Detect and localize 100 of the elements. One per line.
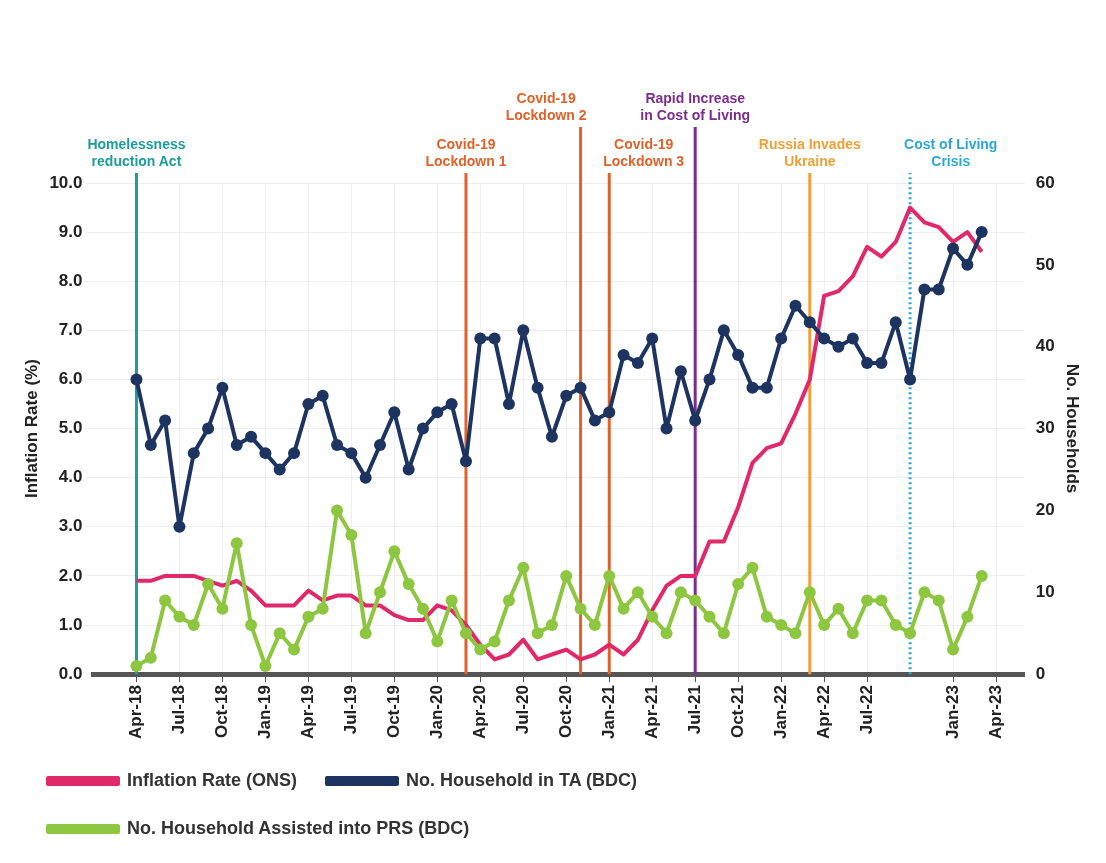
point bbox=[717, 324, 730, 337]
point bbox=[947, 643, 960, 656]
point bbox=[216, 602, 229, 615]
ref-line-label: Rapid Increase in Cost of Living bbox=[640, 89, 751, 123]
point bbox=[445, 398, 458, 411]
point bbox=[631, 586, 644, 599]
point bbox=[588, 414, 601, 427]
point bbox=[861, 357, 874, 370]
x-tick-label: Jan-22 bbox=[770, 685, 790, 740]
y-tick-label: 0.0 bbox=[58, 663, 83, 683]
point bbox=[818, 332, 831, 345]
point bbox=[202, 422, 215, 435]
point bbox=[560, 389, 573, 402]
y2-tick-label: 20 bbox=[1035, 500, 1055, 520]
x-tick-label: Apr-18 bbox=[126, 685, 146, 739]
point bbox=[932, 594, 945, 607]
x-tick-label: Jul-18 bbox=[169, 685, 189, 735]
point bbox=[574, 381, 587, 394]
point bbox=[345, 528, 358, 541]
point bbox=[603, 569, 616, 582]
y-tick-label: 3.0 bbox=[58, 516, 83, 536]
point bbox=[660, 422, 673, 435]
y2-tick-label: 50 bbox=[1035, 254, 1055, 274]
legend-label: Inflation Rate (ONS) bbox=[127, 769, 297, 790]
x-tick-label: Apr-23 bbox=[985, 685, 1005, 739]
x-tick-label: Apr-20 bbox=[469, 685, 489, 739]
x-tick-label: Jan-20 bbox=[427, 685, 446, 740]
point bbox=[488, 332, 501, 345]
point bbox=[875, 594, 888, 607]
point bbox=[374, 438, 387, 451]
y-axis-title: Inflation Rate (%) bbox=[21, 359, 41, 498]
point bbox=[832, 602, 845, 615]
point bbox=[932, 283, 945, 296]
point bbox=[674, 586, 687, 599]
point bbox=[617, 602, 630, 615]
point bbox=[646, 610, 659, 623]
y-tick-label: 1.0 bbox=[58, 614, 83, 634]
point bbox=[775, 619, 788, 632]
point bbox=[545, 430, 558, 443]
point bbox=[302, 610, 315, 623]
point bbox=[173, 520, 186, 533]
point bbox=[130, 659, 143, 672]
point bbox=[846, 627, 859, 640]
ref-line-label: Covid-19 Lockdown 1 bbox=[425, 135, 507, 169]
point bbox=[531, 627, 544, 640]
point bbox=[302, 398, 315, 411]
y-tick-label: 8.0 bbox=[58, 270, 83, 290]
point bbox=[904, 373, 917, 386]
point bbox=[732, 348, 745, 361]
point bbox=[689, 594, 702, 607]
point bbox=[918, 283, 931, 296]
point bbox=[245, 619, 258, 632]
point bbox=[760, 610, 773, 623]
point bbox=[961, 610, 974, 623]
point bbox=[245, 430, 258, 443]
point bbox=[459, 455, 472, 468]
x-tick-label: Jul-21 bbox=[684, 685, 704, 735]
y-tick-label: 6.0 bbox=[58, 369, 83, 389]
point bbox=[703, 610, 716, 623]
y2-tick-label: 30 bbox=[1035, 418, 1055, 438]
y2-tick-label: 0 bbox=[1035, 663, 1046, 683]
point bbox=[474, 643, 487, 656]
y-tick-label: 2.0 bbox=[58, 565, 83, 585]
point bbox=[359, 471, 372, 484]
point bbox=[402, 463, 415, 476]
point bbox=[273, 463, 286, 476]
point bbox=[230, 537, 243, 550]
ref-line-label: Russia Invades Ukraine bbox=[758, 135, 861, 169]
point bbox=[646, 332, 659, 345]
point bbox=[904, 627, 917, 640]
point bbox=[431, 635, 444, 648]
ref-line-label: Homelessness reduction Act bbox=[87, 135, 186, 169]
point bbox=[574, 602, 587, 615]
point bbox=[803, 316, 816, 329]
point bbox=[660, 627, 673, 640]
point bbox=[402, 578, 415, 591]
point bbox=[359, 627, 372, 640]
point bbox=[459, 627, 472, 640]
point bbox=[130, 373, 143, 386]
legend-label: No. Household in TA (BDC) bbox=[406, 769, 637, 790]
y-tick-label: 9.0 bbox=[58, 221, 83, 241]
x-tick-label: Oct-21 bbox=[727, 685, 747, 739]
point bbox=[975, 226, 988, 239]
point bbox=[144, 438, 157, 451]
point bbox=[674, 365, 687, 378]
point bbox=[703, 373, 716, 386]
point bbox=[416, 422, 429, 435]
point bbox=[746, 561, 759, 574]
y-tick-label: 4.0 bbox=[58, 467, 83, 487]
point bbox=[517, 561, 530, 574]
y2-tick-label: 10 bbox=[1035, 581, 1055, 601]
point bbox=[173, 610, 186, 623]
point bbox=[775, 332, 788, 345]
point bbox=[416, 602, 429, 615]
point bbox=[732, 578, 745, 591]
ref-line-label: Covid-19 Lockdown 2 bbox=[505, 89, 587, 123]
point bbox=[603, 406, 616, 419]
x-tick-label: Apr-21 bbox=[641, 685, 661, 739]
point bbox=[216, 381, 229, 394]
point bbox=[617, 348, 630, 361]
